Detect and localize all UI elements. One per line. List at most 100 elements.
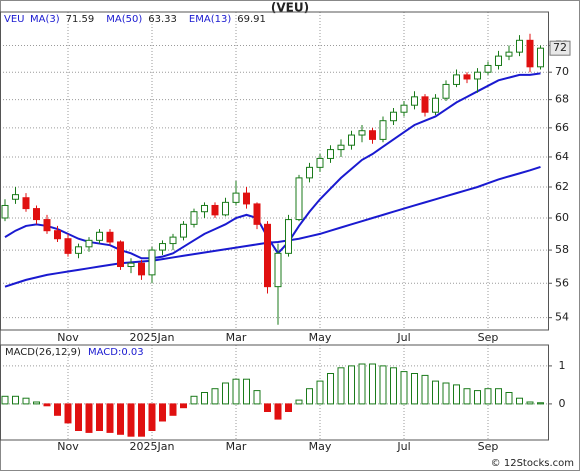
candle-body — [484, 64, 492, 73]
macd-bar — [169, 403, 177, 416]
candle-body — [264, 223, 271, 288]
x-tick-label: Jul — [396, 440, 410, 453]
y-tick-label: 56 — [555, 276, 569, 289]
price-marker-box — [549, 40, 571, 56]
x-tick-label: Sep — [478, 440, 499, 453]
macd-bar — [474, 390, 481, 405]
macd-bar — [463, 388, 471, 405]
x-tick-label: May — [309, 331, 332, 344]
candle-body — [85, 239, 93, 248]
macd-bar — [127, 403, 135, 437]
candle-body — [75, 246, 82, 254]
x-tick-label: Mar — [226, 331, 247, 344]
candle-body — [390, 111, 397, 122]
candle-body — [306, 166, 313, 179]
candle-body — [369, 130, 376, 140]
y-tick-label: 58 — [555, 243, 569, 256]
y-tick-label: 60 — [555, 211, 569, 224]
candle-body — [222, 201, 229, 216]
macd-bar — [411, 373, 418, 405]
candle-body — [22, 197, 30, 210]
macd-bar — [484, 388, 492, 405]
macd-bar — [75, 403, 82, 431]
macd-bar — [442, 382, 450, 405]
indicator-line — [4, 165, 541, 288]
candle-body — [348, 134, 355, 146]
candle-body — [43, 219, 51, 232]
macd-bar — [516, 397, 523, 405]
candle-body — [138, 262, 145, 276]
macd-title: MACD(26,12,9) — [5, 347, 81, 358]
macd-bar — [432, 380, 439, 405]
macd-bar — [264, 403, 271, 412]
macd-bar — [54, 403, 61, 416]
candle-body — [474, 71, 481, 80]
panel-frame — [0, 344, 549, 441]
y-tick-label: 62 — [555, 180, 569, 193]
macd-bar — [327, 373, 334, 405]
y-tick-label: 54 — [555, 311, 569, 324]
macd-bar — [106, 403, 114, 433]
x-tick-label: Sep — [478, 331, 499, 344]
candle-body — [106, 231, 114, 243]
candle-body — [337, 144, 345, 151]
candle-body — [411, 96, 418, 106]
candle-body — [33, 208, 40, 221]
candle-body — [201, 204, 208, 213]
y-tick-label: 0 — [559, 397, 566, 410]
legend-value: 63.33 — [148, 14, 177, 25]
candle-body — [64, 238, 72, 254]
candle-body — [274, 252, 282, 288]
macd-bar — [64, 403, 72, 424]
legend-value: 71.59 — [66, 14, 95, 25]
macd-bar — [306, 388, 313, 405]
legend-name: EMA(13) — [189, 14, 231, 25]
macd-bar — [400, 371, 408, 405]
x-tick-label: Mar — [226, 440, 247, 453]
macd-bar — [253, 390, 261, 405]
macd-bar — [43, 403, 51, 407]
macd-bar — [33, 401, 40, 405]
candle-body — [327, 149, 334, 159]
candle-body — [211, 204, 219, 216]
x-tick-label: 2025Jan — [130, 440, 175, 453]
macd-bar — [232, 378, 240, 405]
macd-bar — [201, 392, 208, 405]
candle-body — [400, 104, 408, 113]
legend-name: MA(50) — [106, 14, 142, 25]
candle-body — [358, 130, 366, 136]
macd-bar — [379, 365, 387, 405]
macd-bar — [453, 384, 460, 405]
x-tick-label: May — [309, 440, 332, 453]
macd-bar — [348, 365, 355, 405]
macd-bar — [180, 403, 187, 409]
y-tick-label: 66 — [555, 121, 569, 134]
macd-bar — [211, 388, 219, 405]
macd-bar — [138, 403, 145, 437]
macd-bar — [222, 382, 229, 405]
chart-title: (VEU) — [271, 1, 309, 15]
symbol-label: VEU — [4, 14, 24, 25]
macd-bar — [274, 403, 282, 420]
macd-bar — [295, 399, 303, 405]
macd-bar — [85, 403, 93, 433]
price-marker-label: 72 — [553, 41, 567, 54]
panel-frame — [0, 11, 549, 331]
candle-body — [169, 236, 177, 245]
candle-body — [96, 231, 103, 241]
candle-body — [190, 211, 198, 225]
candle-body — [442, 83, 450, 99]
candle-body — [316, 157, 324, 168]
candle-body — [516, 39, 523, 53]
candle-body — [159, 243, 166, 251]
candle-body — [421, 96, 429, 113]
candle-body — [379, 120, 387, 140]
legend-name: MA(3) — [30, 14, 60, 25]
candle-body — [232, 192, 240, 203]
indicator-line — [4, 72, 541, 260]
macd-bar — [369, 363, 376, 405]
y-tick-label: 64 — [555, 150, 569, 163]
macd-bar — [22, 397, 30, 405]
candle-body — [526, 39, 534, 68]
